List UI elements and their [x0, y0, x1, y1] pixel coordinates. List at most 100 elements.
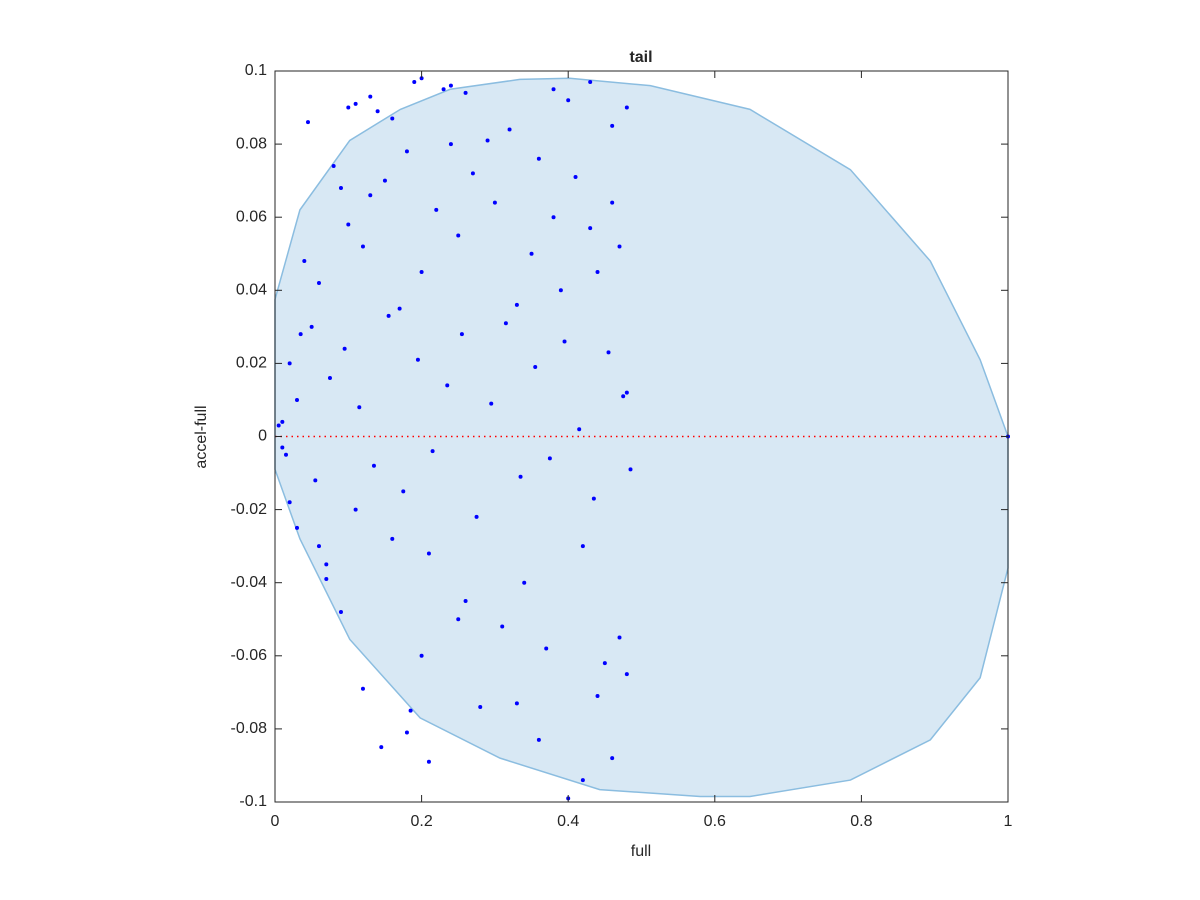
- point: [492, 200, 497, 205]
- x-tick-label: 0.6: [704, 813, 726, 830]
- point: [283, 452, 288, 457]
- point: [463, 90, 468, 95]
- y-tick-label: 0.08: [236, 135, 267, 152]
- point: [346, 105, 351, 110]
- y-tick-label: 0.04: [236, 282, 267, 299]
- point: [386, 313, 391, 318]
- x-tick-label: 0.8: [850, 813, 872, 830]
- point: [562, 339, 567, 344]
- point: [624, 105, 629, 110]
- point: [357, 405, 362, 410]
- point: [404, 730, 409, 735]
- point: [533, 365, 538, 370]
- point: [426, 551, 431, 556]
- point: [624, 672, 629, 677]
- point: [324, 562, 329, 567]
- point: [342, 346, 347, 351]
- point: [397, 306, 402, 311]
- point: [445, 383, 450, 388]
- point: [371, 463, 376, 468]
- point: [382, 178, 387, 183]
- region: [274, 77, 1009, 798]
- point: [430, 449, 435, 454]
- point: [434, 207, 439, 212]
- point: [404, 149, 409, 154]
- point: [456, 617, 461, 622]
- point: [610, 756, 615, 761]
- point: [529, 251, 534, 256]
- x-tick-label: 0: [271, 813, 280, 830]
- point: [489, 401, 494, 406]
- point: [503, 321, 508, 326]
- y-tick-label: 0: [258, 428, 267, 445]
- point: [595, 270, 600, 275]
- point: [522, 580, 527, 585]
- chart-title: tail: [629, 49, 652, 66]
- y-tick-label: -0.06: [231, 647, 268, 664]
- point: [617, 635, 622, 640]
- point: [547, 456, 552, 461]
- point: [536, 737, 541, 742]
- point: [360, 686, 365, 691]
- point: [390, 536, 395, 541]
- point: [276, 423, 281, 428]
- point: [580, 544, 585, 549]
- point: [551, 87, 556, 92]
- y-tick-label: 0.02: [236, 355, 267, 372]
- point: [448, 142, 453, 147]
- point: [401, 489, 406, 494]
- x-axis-label: full: [631, 843, 651, 860]
- x-tick-label: 1: [1004, 813, 1013, 830]
- point: [346, 222, 351, 227]
- point: [485, 138, 490, 143]
- y-tick-label: 0.1: [245, 62, 267, 79]
- point: [419, 653, 424, 658]
- point: [338, 185, 343, 190]
- point: [606, 350, 611, 355]
- point: [408, 708, 413, 713]
- point: [327, 376, 332, 381]
- point: [360, 244, 365, 249]
- point: [500, 624, 505, 629]
- point: [331, 164, 336, 169]
- point: [514, 302, 519, 307]
- y-tick-label: -0.02: [231, 501, 268, 518]
- point: [591, 496, 596, 501]
- point: [368, 94, 373, 99]
- point: [470, 171, 475, 176]
- point: [518, 474, 523, 479]
- point: [419, 76, 424, 81]
- point: [316, 544, 321, 549]
- y-tick-label: 0.06: [236, 208, 267, 225]
- point: [610, 200, 615, 205]
- point: [375, 109, 380, 114]
- point: [294, 397, 299, 402]
- point: [294, 525, 299, 530]
- point: [415, 357, 420, 362]
- point: [551, 215, 556, 220]
- point: [280, 419, 285, 424]
- point: [368, 193, 373, 198]
- point: [478, 704, 483, 709]
- point: [287, 500, 292, 505]
- point: [338, 609, 343, 614]
- point: [474, 514, 479, 519]
- point: [353, 507, 358, 512]
- point: [305, 120, 310, 125]
- y-tick-label: -0.04: [231, 574, 268, 591]
- point: [628, 467, 633, 472]
- point: [412, 79, 417, 84]
- point: [621, 394, 626, 399]
- point: [456, 233, 461, 238]
- point: [353, 101, 358, 106]
- point: [302, 259, 307, 264]
- point: [544, 646, 549, 651]
- x-tick-label: 0.2: [410, 813, 432, 830]
- point: [610, 123, 615, 128]
- point: [577, 427, 582, 432]
- point: [602, 661, 607, 666]
- point: [588, 226, 593, 231]
- point: [573, 174, 578, 179]
- point: [419, 270, 424, 275]
